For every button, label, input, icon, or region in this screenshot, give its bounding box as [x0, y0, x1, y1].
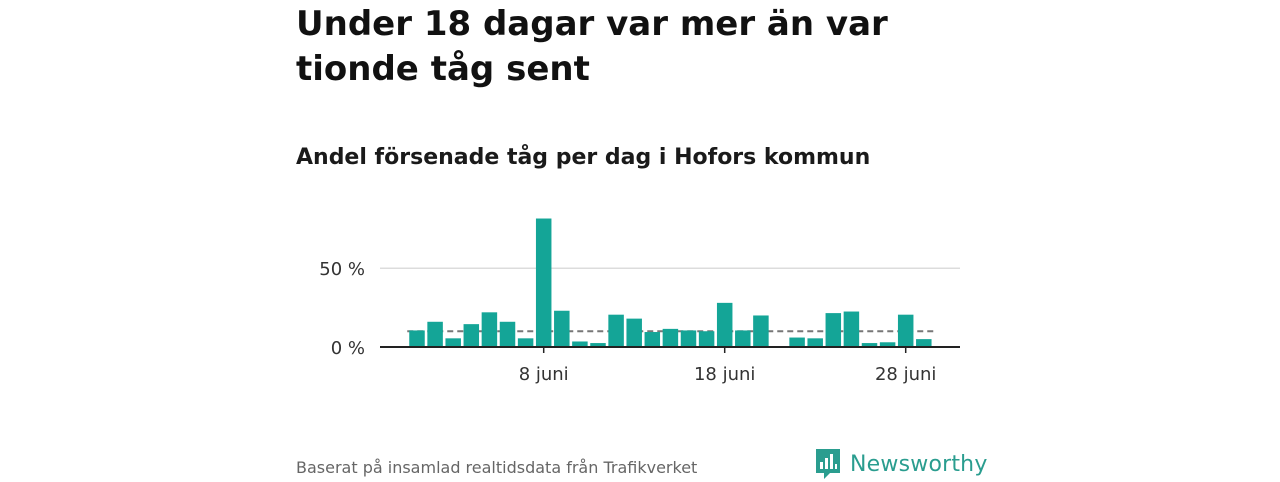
bar: [825, 313, 842, 347]
bar: [807, 338, 823, 347]
source-note: Baserat på insamlad realtidsdata från Tr…: [296, 458, 698, 477]
newsworthy-logo-icon: [816, 449, 840, 479]
chart-title: Under 18 dagar var mer än var tionde tåg…: [296, 4, 888, 89]
bar: [608, 314, 624, 347]
axes: 0 % 50 % 8 juni 18 juni 28 juni: [319, 259, 960, 385]
bar: [879, 342, 896, 347]
bar: [735, 330, 751, 347]
bar: [427, 321, 443, 347]
bar: [698, 331, 715, 347]
bar: [916, 339, 932, 347]
x-tick-label: 18 juni: [694, 364, 755, 385]
x-tick-label: 28 juni: [875, 364, 936, 385]
bar: [445, 338, 461, 347]
bar: [626, 318, 642, 347]
bar: [680, 330, 697, 347]
bar: [789, 337, 805, 347]
bar: [535, 218, 552, 347]
bar: [463, 324, 480, 347]
bar: [644, 332, 661, 347]
bar: [572, 341, 588, 347]
bar: [481, 312, 498, 347]
brand-logo: Newsworthy: [814, 446, 988, 482]
x-tick-label: 8 juni: [519, 364, 569, 385]
bar: [843, 311, 860, 347]
bar: [753, 315, 769, 347]
bar: [897, 314, 914, 347]
bar: [499, 321, 516, 347]
y-tick-label: 50 %: [319, 259, 365, 280]
chart-subtitle: Andel försenade tåg per dag i Hofors kom…: [296, 145, 871, 170]
bar: [517, 338, 534, 347]
bar: [554, 310, 570, 347]
bar: [861, 343, 878, 347]
bar-chart: 0 % 50 % 8 juni 18 juni 28 juni: [319, 218, 960, 385]
brand-name: Newsworthy: [850, 451, 988, 477]
bar: [716, 302, 733, 347]
bars: [409, 218, 932, 347]
bar: [590, 343, 606, 347]
bar: [662, 328, 679, 347]
y-tick-label: 0 %: [331, 338, 365, 359]
bar: [409, 330, 425, 347]
